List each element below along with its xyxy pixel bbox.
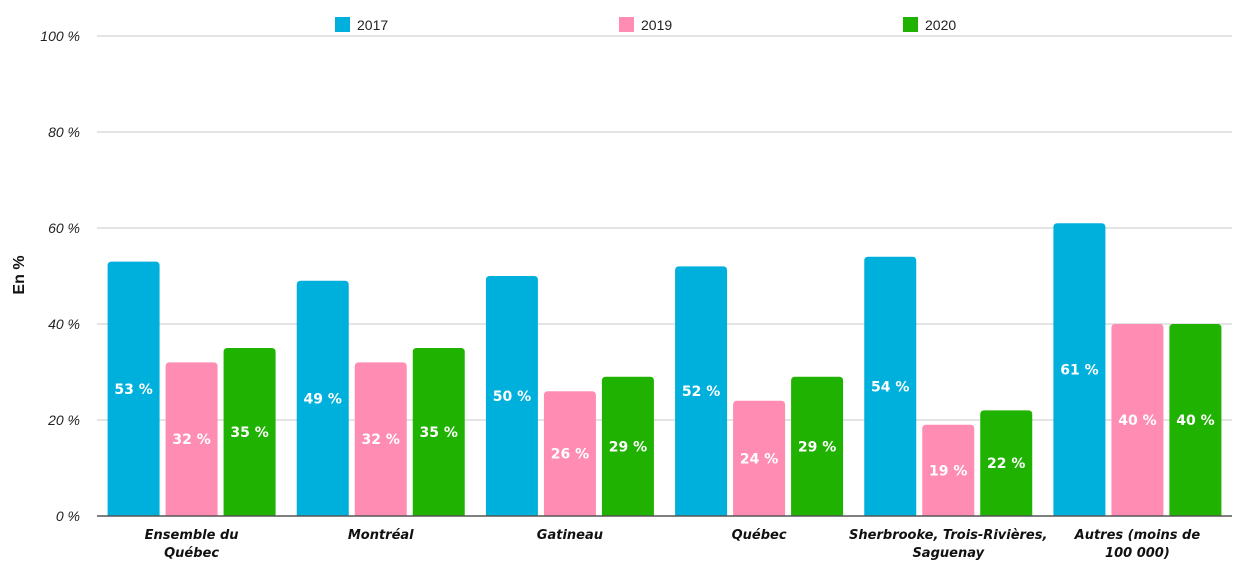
data-label: 53 % bbox=[114, 382, 152, 398]
bar-2017 bbox=[675, 266, 728, 516]
data-label: 29 % bbox=[609, 439, 647, 455]
legend: 2017 2019 2020 bbox=[335, 17, 956, 33]
bar-2019 bbox=[1111, 324, 1164, 516]
category-label: Saguenay bbox=[912, 546, 984, 561]
data-labels: 53 % 32 % 35 % 49 % 32 % 35 % 50 % 26 % 29 % 52 %… bbox=[114, 363, 1214, 480]
legend-swatch bbox=[903, 17, 918, 32]
grid bbox=[97, 35, 1232, 421]
data-label: 22 % bbox=[987, 456, 1025, 472]
data-label: 29 % bbox=[798, 439, 836, 455]
data-label: 49 % bbox=[304, 391, 342, 407]
data-label: 40 % bbox=[1118, 413, 1156, 429]
legend-swatch bbox=[335, 17, 350, 32]
data-label: 35 % bbox=[230, 425, 268, 441]
bars bbox=[107, 223, 1222, 516]
category-label: Gatineau bbox=[537, 528, 603, 543]
bar-2017 bbox=[296, 280, 349, 516]
bar-2019 bbox=[354, 362, 407, 516]
data-label: 40 % bbox=[1176, 413, 1214, 429]
bar-2017 bbox=[864, 256, 917, 516]
bar-2020 bbox=[223, 348, 276, 516]
bar-2020 bbox=[791, 376, 844, 516]
y-axis-label: En % bbox=[11, 255, 28, 294]
y-axis-ticks: 0 % 20 % 40 % 60 % 80 % 100 % bbox=[40, 28, 80, 524]
category-label: Québec bbox=[164, 546, 219, 561]
data-label: 32 % bbox=[172, 432, 210, 448]
legend-label: 2020 bbox=[925, 17, 956, 33]
y-tick-label: 60 % bbox=[48, 220, 80, 236]
bar-2019 bbox=[543, 391, 596, 516]
data-label: 24 % bbox=[740, 451, 778, 467]
bar-2019 bbox=[165, 362, 218, 516]
legend-label: 2017 bbox=[357, 17, 388, 33]
bar-2019 bbox=[922, 424, 975, 516]
category-label: Montréal bbox=[348, 528, 414, 543]
category-label: Autres (moins de bbox=[1074, 528, 1201, 543]
data-label: 54 % bbox=[871, 379, 909, 395]
y-tick-label: 80 % bbox=[48, 124, 80, 140]
category-label: 100 000) bbox=[1105, 546, 1170, 561]
bar-2020 bbox=[412, 348, 465, 516]
data-label: 19 % bbox=[929, 463, 967, 479]
data-label: 61 % bbox=[1060, 363, 1098, 379]
bar-2017 bbox=[1053, 223, 1106, 516]
category-label: Sherbrooke, Trois-Rivières, bbox=[849, 528, 1047, 543]
data-label: 32 % bbox=[362, 432, 400, 448]
data-label: 26 % bbox=[551, 447, 589, 463]
y-tick-label: 100 % bbox=[40, 28, 80, 44]
category-label: Ensemble du bbox=[145, 528, 239, 543]
bar-2020 bbox=[980, 410, 1033, 516]
category-label: Québec bbox=[732, 528, 787, 543]
bar-2020 bbox=[601, 376, 654, 516]
legend-label: 2019 bbox=[641, 17, 672, 33]
bar-2017 bbox=[485, 276, 538, 516]
bar-2019 bbox=[733, 400, 786, 516]
data-label: 50 % bbox=[493, 389, 531, 405]
legend-swatch bbox=[619, 17, 634, 32]
data-label: 52 % bbox=[682, 384, 720, 400]
bar-2017 bbox=[107, 261, 160, 516]
y-tick-label: 0 % bbox=[56, 508, 80, 524]
data-label: 35 % bbox=[420, 425, 458, 441]
y-tick-label: 20 % bbox=[47, 412, 80, 428]
x-axis-categories: Ensemble du Québec Montréal Gatineau Québec S… bbox=[145, 528, 1201, 561]
y-tick-label: 40 % bbox=[48, 316, 80, 332]
bar-2020 bbox=[1169, 324, 1222, 516]
